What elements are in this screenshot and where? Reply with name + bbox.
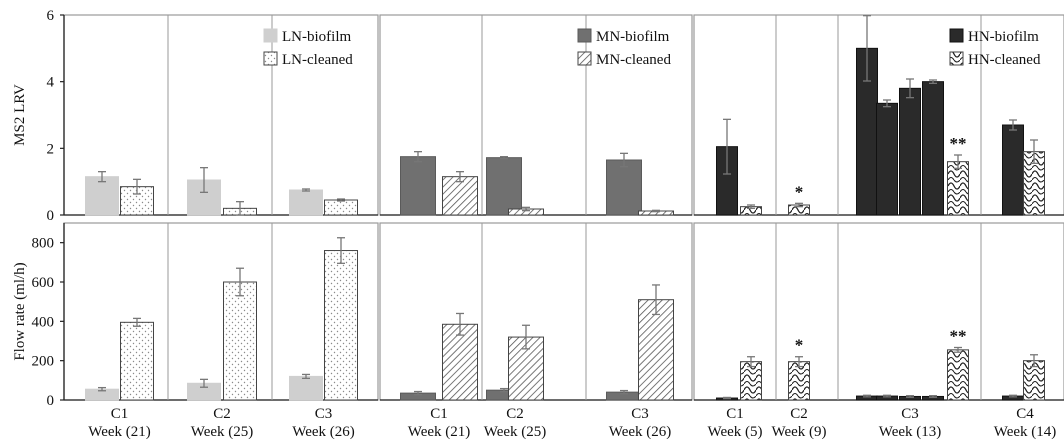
bar [740, 361, 762, 401]
y-tick-label: 0 [47, 208, 55, 224]
legend-swatch [577, 51, 592, 66]
x-group-sublabel: Week (26) [292, 424, 355, 440]
x-group-sublabel: Week (9) [771, 424, 826, 440]
bar [289, 189, 323, 216]
y-tick-label: 400 [32, 314, 55, 330]
x-group-sublabel: Week (14) [994, 424, 1057, 440]
significance-marker: * [795, 336, 804, 355]
y-tick-label: 600 [32, 275, 55, 291]
bar [120, 321, 154, 401]
x-group-sublabel: Week (25) [191, 424, 254, 440]
bar [638, 299, 674, 401]
y-tick-label: 4 [47, 75, 55, 91]
y-tick-label: 800 [32, 236, 55, 252]
legend-swatch [949, 28, 964, 43]
x-group-sublabel: Week (21) [408, 424, 471, 440]
legend-swatch [577, 28, 592, 43]
bar [289, 375, 323, 401]
bar [947, 161, 969, 216]
legend-label: LN-biofilm [282, 29, 351, 45]
legend-label: MN-cleaned [596, 52, 671, 68]
x-group-sublabel: Week (5) [707, 424, 762, 440]
bar [324, 199, 358, 216]
bar [922, 81, 944, 216]
x-group-label: C3 [901, 406, 919, 422]
bar [324, 250, 358, 401]
x-group-label: C1 [430, 406, 448, 422]
x-group-label: C4 [1016, 406, 1034, 422]
x-group-label: C3 [631, 406, 649, 422]
bar [876, 102, 898, 216]
legend-swatch [263, 28, 278, 43]
legend-label: HN-biofilm [968, 29, 1039, 45]
x-group-sublabel: Week (26) [609, 424, 672, 440]
bar [899, 87, 921, 216]
bar [606, 159, 642, 216]
x-group-label: C2 [790, 406, 808, 422]
y-axis-label: Flow rate (ml/h) [12, 262, 28, 360]
chart-layer: 0 2 4 6 MS2 LRV LN-biofilm LN-cleaned MN-biofil… [12, 8, 1064, 440]
bar [442, 176, 478, 216]
y-tick-label: 200 [32, 354, 55, 370]
legend-label: MN-biofilm [596, 29, 670, 45]
significance-marker: ** [950, 326, 967, 345]
x-group-label: C2 [506, 406, 524, 422]
significance-marker: * [795, 182, 804, 201]
legend-swatch [263, 51, 278, 66]
bar [85, 176, 119, 216]
bar [1002, 124, 1024, 216]
bar [788, 361, 810, 401]
significance-marker: ** [950, 134, 967, 153]
x-group-label: C2 [213, 406, 231, 422]
x-group-sublabel: Week (25) [484, 424, 547, 440]
bar [400, 156, 436, 216]
y-tick-label: 6 [47, 8, 55, 24]
x-group-label: C3 [315, 406, 333, 422]
bar [486, 157, 522, 216]
y-tick-label: 2 [47, 141, 55, 157]
x-group-sublabel: Week (13) [879, 424, 942, 440]
x-group-label: C1 [111, 406, 129, 422]
legend-label: HN-cleaned [968, 52, 1041, 68]
x-group-sublabel: Week (21) [88, 424, 151, 440]
legend-label: LN-cleaned [282, 52, 353, 68]
bar [223, 281, 257, 401]
legend-swatch [949, 51, 964, 66]
y-tick-label: 0 [47, 393, 55, 409]
x-group-label: C1 [726, 406, 744, 422]
bar [947, 349, 969, 401]
y-axis-label: MS2 LRV [12, 84, 28, 146]
